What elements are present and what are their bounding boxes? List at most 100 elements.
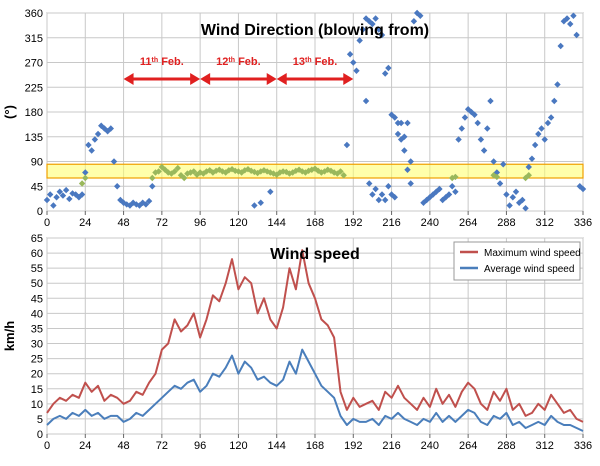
direction-point [139,199,146,206]
direction-point [385,64,392,72]
direction-point [350,59,357,66]
direction-point [343,141,351,149]
direction-point [82,174,89,182]
direction-point [101,125,108,132]
direction-point [404,119,411,127]
x-tick-label: 264 [459,217,477,229]
arrow-head-right [190,73,201,85]
y-tick-label: 15 [31,384,43,396]
direction-point [149,183,156,190]
direction-point [289,169,296,176]
x-tick-label: 144 [268,440,286,452]
direction-point [509,194,517,201]
direction-point [557,42,564,50]
direction-point [184,170,191,177]
direction-point [251,202,258,209]
direction-point [59,192,67,199]
direction-point [302,169,309,176]
y-tick-label: 25 [31,354,43,366]
x-tick-label: 240 [421,440,439,452]
direction-point [474,119,481,127]
direction-point [448,183,456,190]
direction-point [369,20,376,28]
direction-point [452,173,459,181]
chart-title: Wind Direction (blowing from) [201,22,429,39]
direction-point [385,183,392,190]
direction-point [337,168,344,175]
y-tick-label: 60 [31,248,43,260]
direction-point [50,202,57,209]
arrow-head-left [123,73,134,85]
direction-point [88,147,95,154]
direction-point [43,196,51,204]
legend-label: Average wind speed [484,264,574,275]
direction-point [410,18,418,25]
direction-point [525,163,532,171]
direction-point [276,169,284,176]
wind-speed-chart: 0 5 10 15 20 25 30 35 40 45 50 55 60 65 0 24 48 72 96 120 14… [2,233,592,452]
direction-point [117,196,124,204]
direction-point [554,81,561,88]
direction-point [129,199,137,206]
x-tick-label: 96 [194,217,206,229]
direction-point [493,173,501,181]
direction-point [391,194,398,201]
series-line-maximum [46,249,584,423]
x-tick-label: 312 [536,440,554,452]
wind-direction-chart: 0 45 90 135 180 225 270 315 360 0 24 48 72 96 120 144 16… [2,8,592,229]
direction-point [177,172,185,179]
y-tick-label: 40 [31,308,43,320]
direction-point [490,158,497,165]
y-tick-label: 0 [37,429,43,441]
x-tick-label: 336 [574,217,592,229]
direction-point [397,136,405,143]
direction-point [72,191,79,198]
direction-point [107,125,115,132]
direction-point [551,97,558,105]
direction-point [113,183,121,190]
direction-point [394,130,402,138]
direction-point [78,180,86,187]
x-tick-label: 120 [229,440,247,452]
y-tick-label: 55 [31,263,43,275]
x-tick-label: 336 [574,440,592,452]
direction-point [490,172,497,179]
direction-point [439,196,446,204]
direction-point [104,128,111,135]
y-tick-label: 45 [31,293,43,305]
direction-point [340,172,347,179]
y-tick-label: 50 [31,278,43,290]
direction-point [362,97,370,105]
x-tick-label: 288 [497,440,515,452]
direction-point [46,191,54,198]
y-axis-label: km/h [2,321,17,351]
direction-point [78,191,86,198]
x-tick-label: 24 [79,440,91,452]
direction-point [366,180,373,187]
arrow-head-left [200,73,211,85]
y-tick-label: 360 [25,8,43,20]
x-tick-label: 0 [44,440,50,452]
direction-point [209,169,217,176]
x-tick-label: 240 [421,217,439,229]
direction-point [563,15,571,22]
direction-point [318,169,325,176]
direction-point [547,114,555,121]
direction-point [455,136,462,143]
direction-point [496,180,504,187]
arrow-head-right [343,73,354,85]
y-tick-label: 35 [31,323,43,335]
direction-point [573,31,580,39]
direction-point [544,119,552,127]
y-tick-label: 315 [25,33,43,45]
x-tick-label: 192 [344,440,362,452]
direction-point [53,194,60,201]
y-tick-label: 5 [37,414,43,426]
y-tick-label: 270 [25,58,43,70]
x-tick-label: 168 [306,217,324,229]
direction-point [378,191,386,198]
direction-point [149,174,156,182]
direction-point [190,168,197,175]
direction-point [56,188,63,195]
direction-point [238,169,245,176]
